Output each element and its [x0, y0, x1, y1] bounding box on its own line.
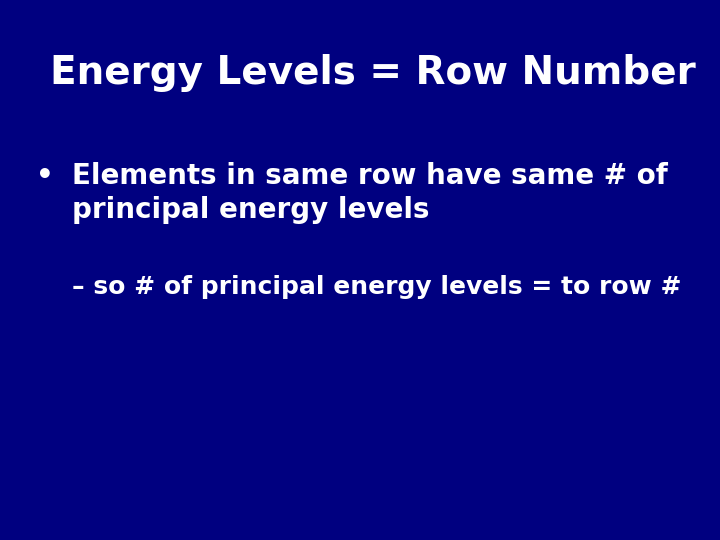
Text: •: • [36, 162, 54, 190]
Text: Energy Levels = Row Number: Energy Levels = Row Number [50, 54, 696, 92]
Text: – so # of principal energy levels = to row #: – so # of principal energy levels = to r… [72, 275, 682, 299]
Text: Elements in same row have same # of
principal energy levels: Elements in same row have same # of prin… [72, 162, 668, 224]
